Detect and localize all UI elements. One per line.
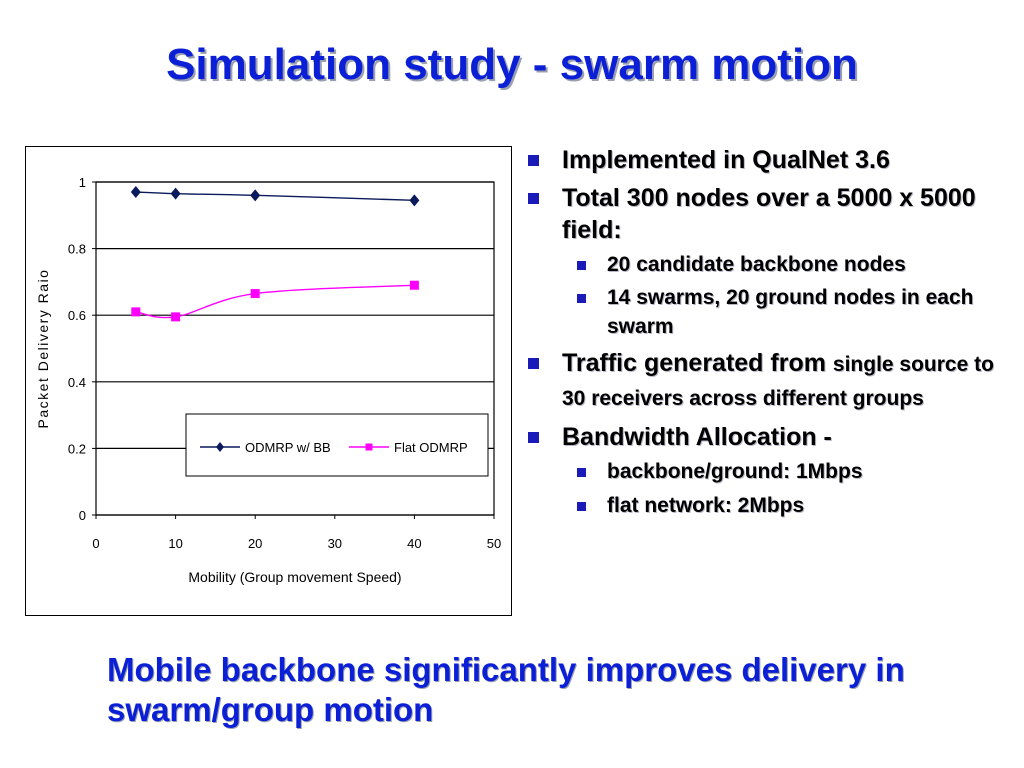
y-tick-label: 0.4 bbox=[68, 375, 86, 390]
x-tick-label: 10 bbox=[168, 536, 182, 551]
data-point-diamond bbox=[170, 187, 181, 200]
subbullet-backbone-ground: backbone/ground: 1Mbps bbox=[525, 457, 1020, 487]
y-tick-label: 0.2 bbox=[68, 441, 86, 456]
data-point-square bbox=[171, 312, 181, 322]
bullet-total-nodes: Total 300 nodes over a 5000 x 5000 field… bbox=[525, 182, 1020, 246]
x-tick-label: 20 bbox=[248, 536, 262, 551]
conclusion-text: Mobile backbone significantly improves d… bbox=[107, 651, 905, 728]
bullet-traffic: Traffic generated from single source to … bbox=[525, 347, 1020, 415]
data-point-diamond bbox=[130, 185, 141, 198]
x-tick-label: 40 bbox=[407, 536, 421, 551]
y-tick-label: 0.8 bbox=[68, 242, 86, 257]
bullet-text: 20 candidate backbone nodes bbox=[607, 253, 906, 276]
legend-box bbox=[185, 413, 489, 477]
bullet-implemented: Implemented in QualNet 3.6 bbox=[525, 144, 1020, 176]
subbullet-swarms: 14 swarms, 20 ground nodes in each swarm bbox=[525, 283, 1020, 341]
bullet-text: flat network: 2Mbps bbox=[607, 494, 805, 517]
data-point-diamond bbox=[250, 189, 261, 202]
chart-panel: 0 0.2 0.4 0.6 0.8 1 0 10 20 30 40 50 Mobility (Group… bbox=[25, 146, 512, 616]
legend-marker-diamond bbox=[216, 442, 224, 452]
y-tick-label: 0 bbox=[79, 508, 86, 523]
data-point-square bbox=[250, 289, 260, 299]
subbullet-candidate-nodes: 20 candidate backbone nodes bbox=[525, 250, 1020, 279]
bullet-text: backbone/ground: 1Mbps bbox=[607, 460, 863, 483]
x-tick-label: 30 bbox=[328, 536, 342, 551]
x-tick-label: 0 bbox=[92, 536, 99, 551]
bullet-text: Implemented in QualNet 3.6 bbox=[562, 146, 890, 174]
legend-marker-square bbox=[365, 443, 373, 451]
bullet-text: Total 300 nodes over a 5000 x 5000 field… bbox=[562, 184, 976, 244]
x-tick-label: 50 bbox=[487, 536, 501, 551]
y-axis-label: Packet Delivery Raio bbox=[35, 269, 51, 429]
data-point-square bbox=[131, 307, 141, 317]
bullet-text: Bandwidth Allocation - bbox=[562, 423, 832, 451]
data-point-square bbox=[409, 280, 419, 290]
bullet-text-small: single source to 30 receivers across dif… bbox=[562, 353, 994, 410]
y-tick-label: 1 bbox=[79, 175, 86, 190]
slide-title: Simulation study - swarm motion bbox=[166, 40, 858, 89]
series-line-0 bbox=[135, 191, 415, 202]
legend-label-0: ODMRP w/ BB bbox=[245, 440, 331, 455]
data-point-diamond bbox=[409, 194, 420, 207]
series-line-1 bbox=[135, 284, 415, 319]
bullet-text: 14 swarms, 20 ground nodes in each swarm bbox=[607, 286, 974, 338]
bullet-list: Implemented in QualNet 3.6 Total 300 nod… bbox=[525, 138, 1020, 521]
subbullet-flat-network: flat network: 2Mbps bbox=[525, 491, 1020, 521]
bullet-text: Traffic generated from bbox=[562, 349, 826, 377]
legend-label-1: Flat ODMRP bbox=[394, 440, 468, 455]
bullet-bandwidth: Bandwidth Allocation - bbox=[525, 421, 1020, 453]
x-axis-label: Mobility (Group movement Speed) bbox=[188, 569, 401, 585]
y-tick-label: 0.6 bbox=[68, 308, 86, 323]
